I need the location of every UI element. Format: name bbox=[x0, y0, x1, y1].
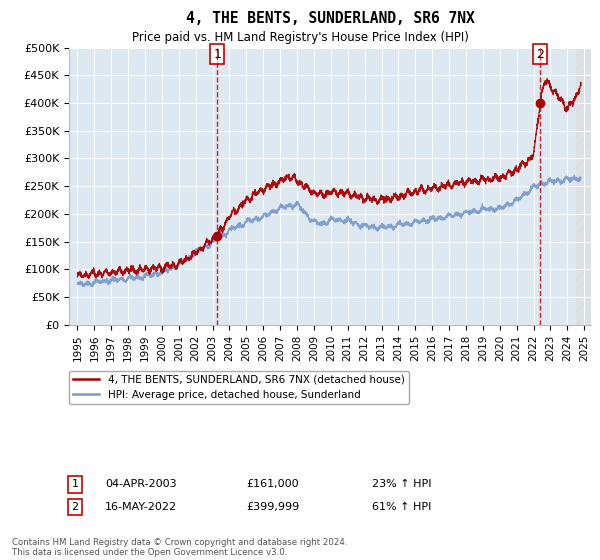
Text: 23% ↑ HPI: 23% ↑ HPI bbox=[372, 479, 431, 489]
Text: 2: 2 bbox=[71, 502, 79, 512]
Text: £399,999: £399,999 bbox=[246, 502, 299, 512]
Bar bbox=[576, 48, 593, 325]
Text: 2: 2 bbox=[536, 48, 544, 60]
Text: 16-MAY-2022: 16-MAY-2022 bbox=[105, 502, 177, 512]
Text: 04-APR-2003: 04-APR-2003 bbox=[105, 479, 176, 489]
Text: 1: 1 bbox=[71, 479, 79, 489]
Text: £161,000: £161,000 bbox=[246, 479, 299, 489]
Text: 1: 1 bbox=[213, 48, 221, 60]
Text: Contains HM Land Registry data © Crown copyright and database right 2024.
This d: Contains HM Land Registry data © Crown c… bbox=[12, 538, 347, 557]
Text: Price paid vs. HM Land Registry's House Price Index (HPI): Price paid vs. HM Land Registry's House … bbox=[131, 31, 469, 44]
Legend: 4, THE BENTS, SUNDERLAND, SR6 7NX (detached house), HPI: Average price, detached: 4, THE BENTS, SUNDERLAND, SR6 7NX (detac… bbox=[69, 371, 409, 404]
Title: 4, THE BENTS, SUNDERLAND, SR6 7NX: 4, THE BENTS, SUNDERLAND, SR6 7NX bbox=[185, 11, 475, 26]
Text: 61% ↑ HPI: 61% ↑ HPI bbox=[372, 502, 431, 512]
